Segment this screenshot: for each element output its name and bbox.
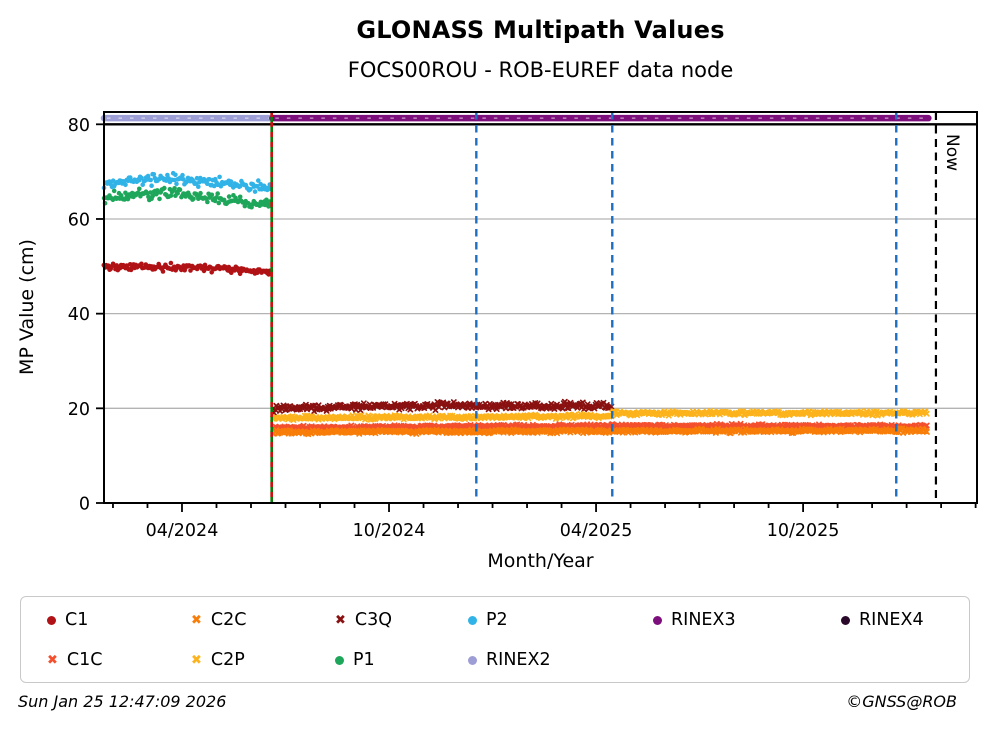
x-tick-label: 10/2025 xyxy=(767,521,840,541)
series-c3q xyxy=(270,398,615,416)
legend-marker-p2 xyxy=(468,615,477,625)
legend-label: C1C xyxy=(66,650,103,670)
legend-label: RINEX3 xyxy=(671,610,736,630)
y-tick-label: 80 xyxy=(68,116,90,136)
y-tick-label: 40 xyxy=(68,305,90,325)
legend-marker-c3q: ✖ xyxy=(335,612,346,628)
legend-marker-p1 xyxy=(335,655,344,665)
series-p1 xyxy=(101,185,274,210)
legend-item-c1c: ✖ C1C xyxy=(47,649,102,671)
legend-item-rinex2: RINEX2 xyxy=(468,649,551,671)
legend-label: C1 xyxy=(65,610,89,630)
series-c1 xyxy=(101,260,274,277)
x-tick-label: 10/2024 xyxy=(353,521,426,541)
gridlines xyxy=(104,218,977,409)
legend-label: C2P xyxy=(210,650,245,670)
y-axis-label: MP Value (cm) xyxy=(16,239,38,375)
legend-item-rinex3: RINEX3 xyxy=(653,609,736,631)
x-tick-label: 04/2025 xyxy=(560,521,633,541)
series-c1c xyxy=(270,420,930,433)
series-p2 xyxy=(101,170,274,194)
axis-ticks: 04/2024 10/2024 04/2025 10/2025 0 20 40 60 80 xyxy=(68,116,977,541)
legend-label: C3Q xyxy=(354,610,393,630)
legend-item-c2c: ✖ C2C xyxy=(191,609,246,631)
legend-marker-c1c: ✖ xyxy=(47,652,58,668)
legend-label: P2 xyxy=(486,610,508,630)
legend-marker-c2p: ✖ xyxy=(191,652,202,668)
legend: C1 ✖ C2C ✖ C3Q P2 RINEX3 RINEX4 ✖ C1C ✖ C2P P1 RINEX2 xyxy=(20,596,970,683)
x-tick-label: 04/2024 xyxy=(146,521,219,541)
y-tick-label: 20 xyxy=(68,400,90,420)
legend-label: RINEX2 xyxy=(486,650,551,670)
legend-item-p2: P2 xyxy=(468,609,508,631)
legend-item-p1: P1 xyxy=(335,649,375,671)
event-lines xyxy=(270,112,938,503)
legend-marker-rinex2 xyxy=(468,655,477,665)
legend-marker-rinex3 xyxy=(653,615,662,625)
legend-item-c3q: ✖ C3Q xyxy=(335,609,392,631)
legend-item-c1: C1 xyxy=(47,609,88,631)
plot-frame xyxy=(103,111,978,504)
chart-subtitle: FOCS00ROU - ROB-EUREF data node xyxy=(347,58,734,82)
y-tick-label: 0 xyxy=(79,495,90,515)
legend-marker-rinex4 xyxy=(841,615,850,625)
legend-marker-c2c: ✖ xyxy=(191,612,202,628)
now-marker-label: Now xyxy=(942,134,962,172)
legend-label: RINEX4 xyxy=(859,610,924,630)
x-axis-label: Month/Year xyxy=(487,550,594,572)
legend-label: C2C xyxy=(210,610,247,630)
y-tick-label: 60 xyxy=(68,210,90,230)
legend-item-rinex4: RINEX4 xyxy=(841,609,924,631)
legend-item-c2p: ✖ C2P xyxy=(191,649,245,671)
plot-timestamp: Sun Jan 25 12:47:09 2026 xyxy=(18,692,227,711)
series-c2c xyxy=(270,425,930,438)
legend-label: P1 xyxy=(353,650,375,670)
chart-title: GLONASS Multipath Values xyxy=(356,16,725,44)
legend-marker-c1 xyxy=(47,615,56,625)
series-c2p xyxy=(270,407,930,423)
copyright-notice: ©GNSS@ROB xyxy=(846,692,957,711)
